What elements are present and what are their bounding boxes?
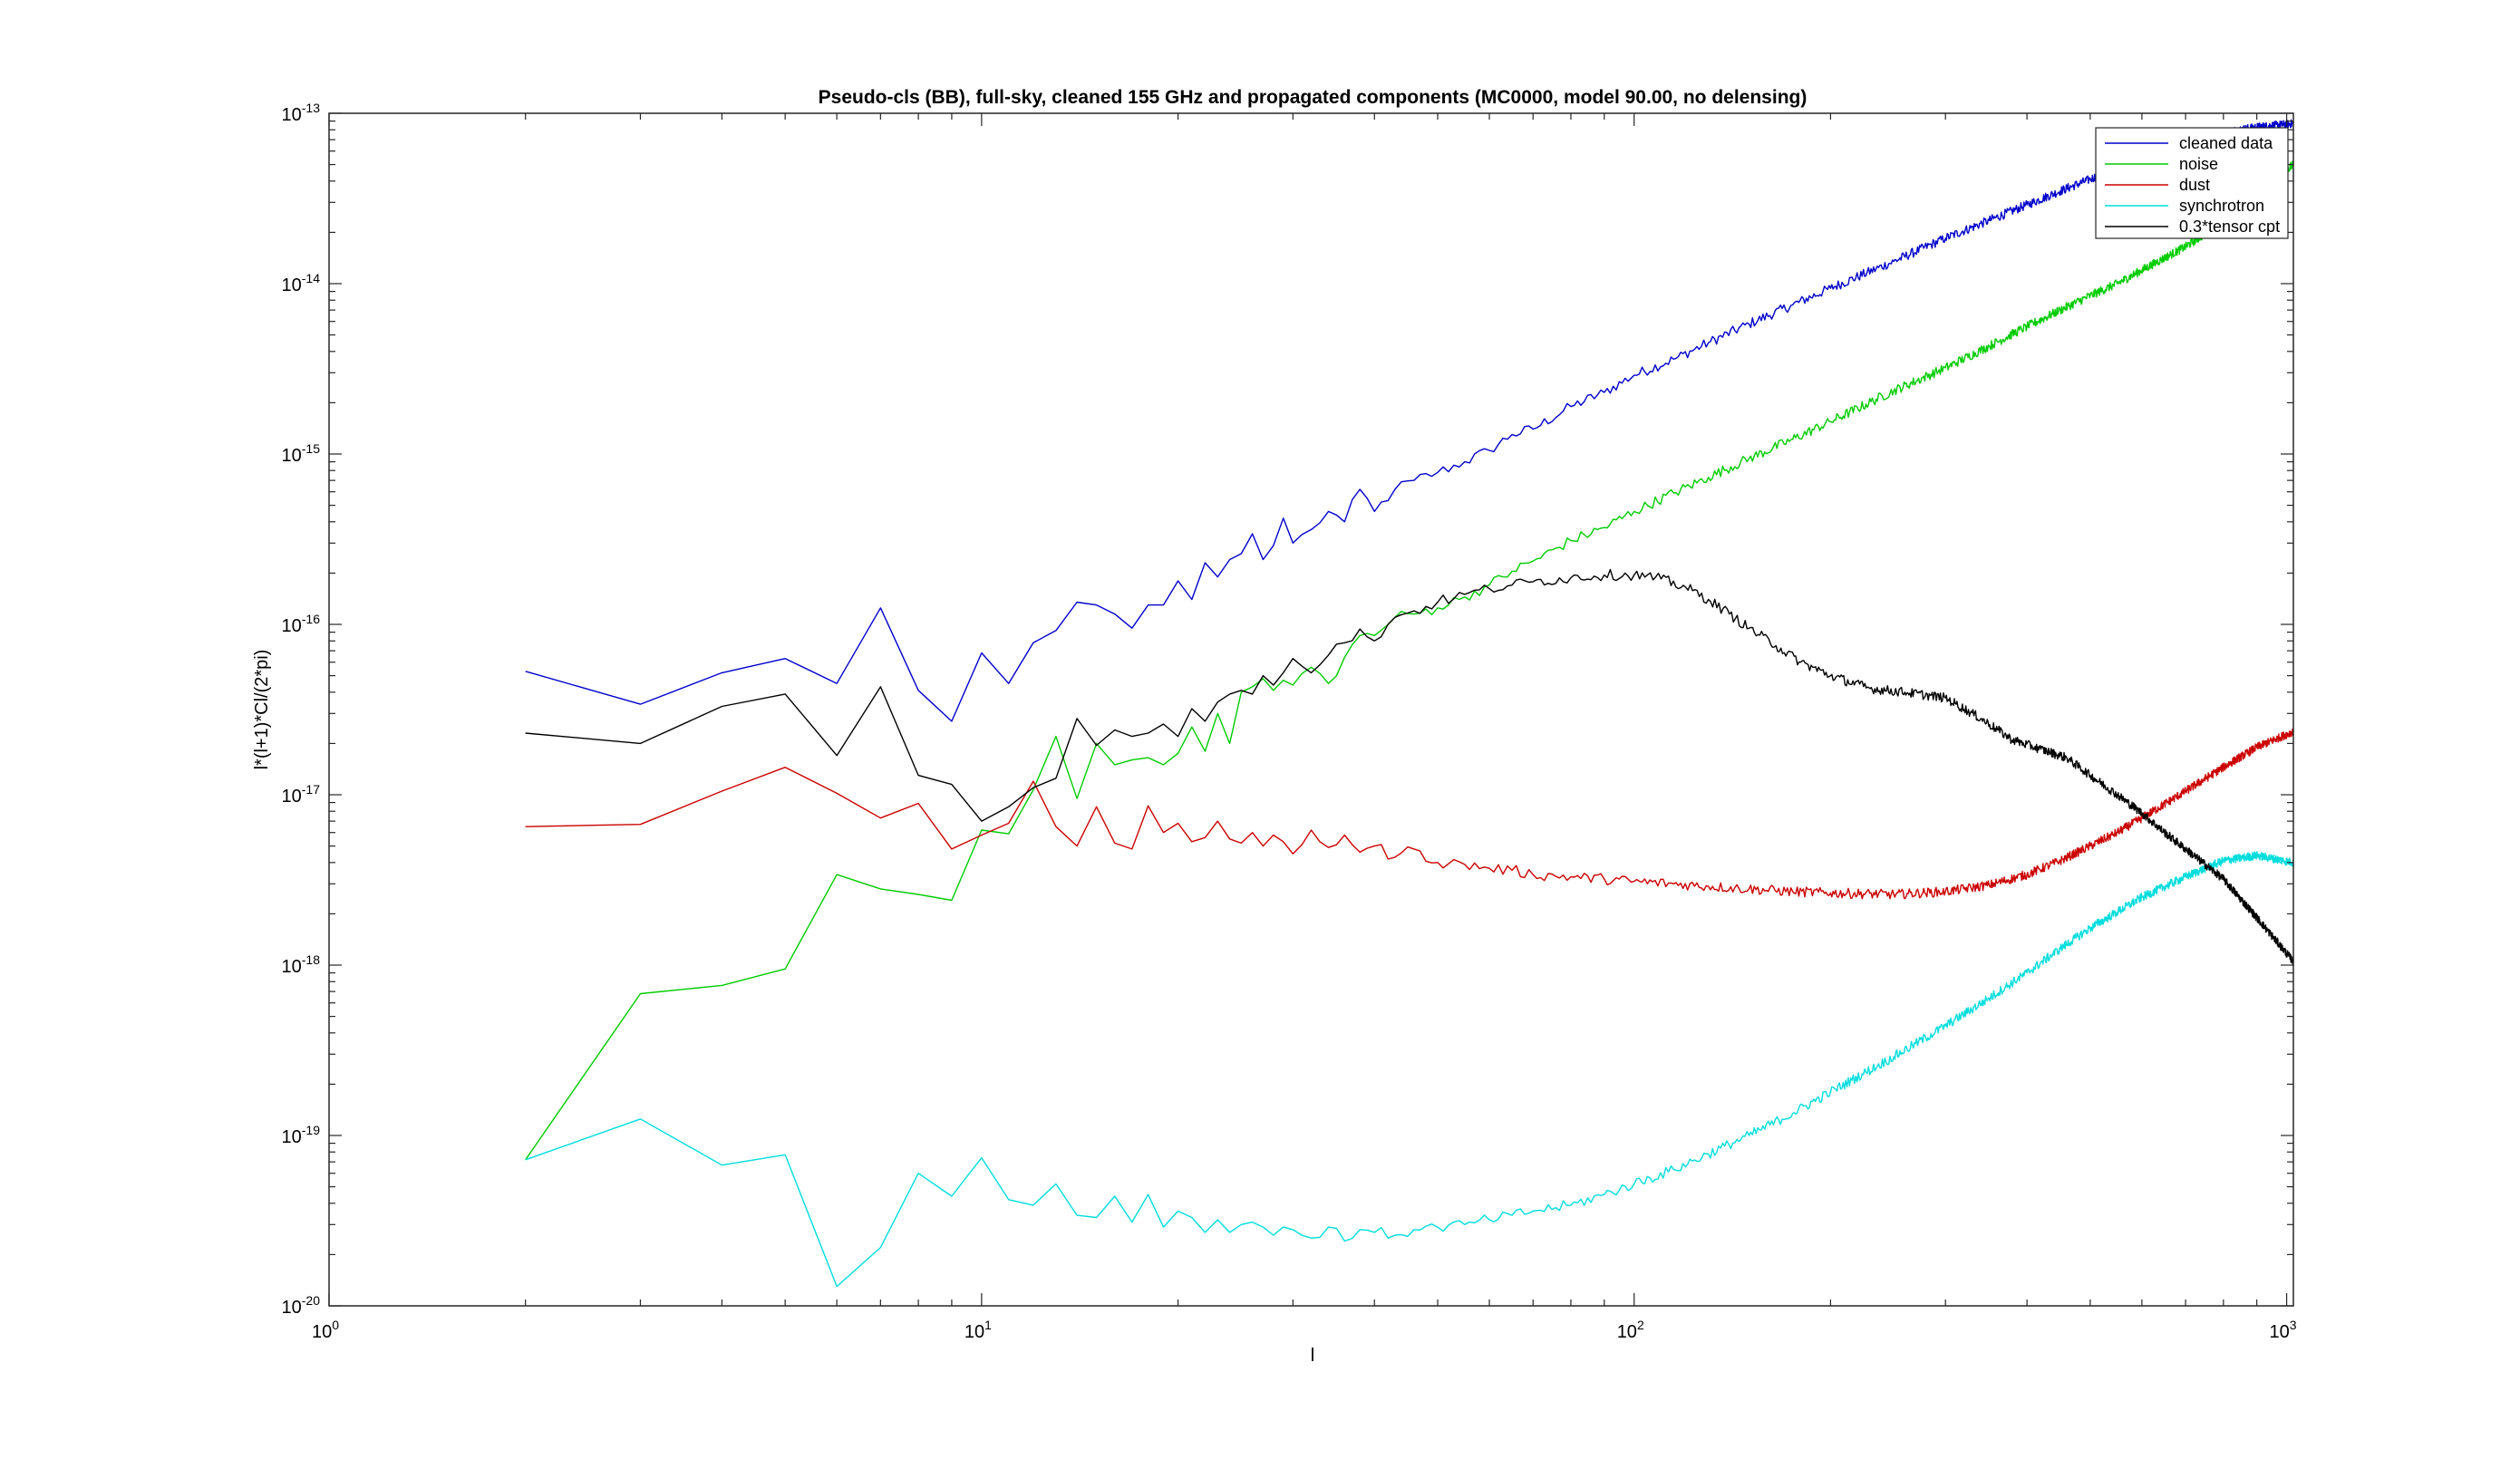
y-tick-label: 10-15 [282,441,321,466]
plot-frame [328,112,2294,1307]
series-line-0-3-tensor-cpt [525,568,2294,965]
legend-label: noise [2179,155,2218,173]
y-tick-label: 10-13 [282,101,321,125]
x-tick-label: 102 [1617,1318,1644,1342]
y-tick-label: 10-20 [282,1293,321,1318]
chart-title: Pseudo-cls (BB), full-sky, cleaned 155 G… [819,87,1808,108]
x-axis-label: l [1311,1346,1314,1366]
legend-items: cleaned data noise dust synchrotron 0.3*tens… [2105,134,2280,236]
x-tick-label: 100 [312,1318,339,1342]
y-tick-label: 10-17 [282,782,321,807]
series-line-synchrotron [525,851,2294,1288]
legend: cleaned data noise dust synchrotron 0.3*tens… [2095,127,2289,239]
series-line-dust [525,728,2294,900]
y-tick-label: 10-18 [282,952,321,977]
legend-label: cleaned data [2179,134,2273,152]
y-tick-label: 10-16 [282,612,321,636]
legend-label: 0.3*tensor cpt [2179,217,2280,236]
x-axis-ticks: 100 101 102 103 [312,113,2297,1342]
y-axis-label: l*(l+1)*Cl/(2*pi) [252,650,272,770]
legend-label: synchrotron [2179,197,2264,215]
y-tick-label: 10-19 [282,1123,321,1147]
y-axis-ticks: 10-20 10-19 10-18 10-17 10-16 10-15 10-14 10-13 [282,101,2293,1318]
x-tick-label: 101 [964,1318,992,1342]
legend-box [2095,127,2289,239]
plot-area [329,113,2293,1306]
y-tick-label: 10-14 [282,271,321,295]
legend-label: dust [2179,176,2210,194]
x-tick-label: 103 [2270,1318,2297,1342]
